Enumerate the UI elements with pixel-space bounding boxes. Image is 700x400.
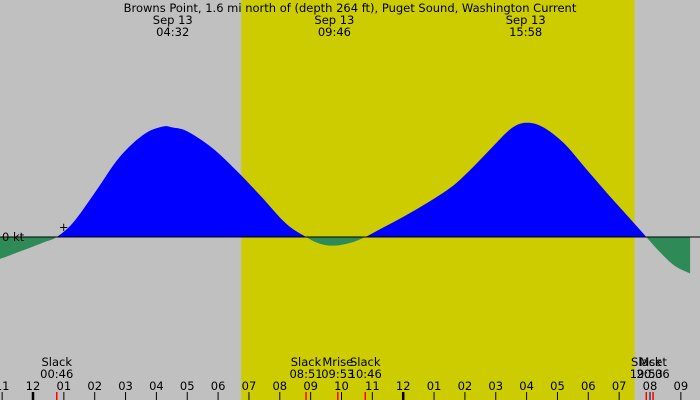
peak-time-label: 15:58 [509, 25, 542, 39]
hour-tick-label: 05 [180, 379, 195, 393]
hour-tick-label: 11 [0, 379, 9, 393]
event-time-label: 09:53 [321, 367, 354, 381]
event-time-label: 08:51 [289, 367, 322, 381]
peak-date-label: Sep 13 [506, 13, 546, 27]
event-time-label: 19:53 [630, 367, 663, 381]
hour-tick-label: 02 [87, 379, 102, 393]
hour-axis: 11 12 01 02 03 04 05 06 07 08 09 10 11 12 01 02 03 04 05 06… [0, 379, 688, 400]
peak-time-label: 04:32 [156, 25, 189, 39]
hour-tick-label: 04 [519, 379, 534, 393]
hour-tick-label: 11 [365, 379, 380, 393]
hour-tick-label: 07 [612, 379, 627, 393]
hour-tick-label: 06 [581, 379, 596, 393]
chart-title: Browns Point, 1.6 mi north of (depth 264… [124, 1, 577, 15]
event-labels: Slack00:46Slack08:51Mrise09:53Slack10:46… [40, 355, 670, 400]
hour-tick-label: 01 [427, 379, 442, 393]
hour-tick-label: 09 [303, 379, 318, 393]
hour-tick-label: 04 [149, 379, 164, 393]
event-name-label: Slack [350, 355, 381, 369]
zero-crossing-marker: + [59, 220, 69, 234]
hour-tick-label: 05 [550, 379, 565, 393]
hour-tick-label: 08 [272, 379, 287, 393]
hour-tick-label: 09 [674, 379, 689, 393]
peak-time-label: 09:46 [318, 25, 351, 39]
event-time-label: 20:06 [637, 367, 670, 381]
flood-area [0, 122, 691, 237]
hour-tick-label: 10 [334, 379, 349, 393]
event-name-label: Mset [639, 355, 667, 369]
event-name-label: Slack [41, 355, 72, 369]
hour-tick-label: 07 [242, 379, 257, 393]
event-name-label: Slack [631, 355, 662, 369]
hour-tick-label: 02 [458, 379, 473, 393]
peak-date-label: Sep 13 [314, 13, 354, 27]
event-time-label: 00:46 [40, 367, 73, 381]
hour-tick-label: 01 [57, 379, 72, 393]
event-name-label: Mrise [322, 355, 353, 369]
peak-date-label: Sep 13 [153, 13, 193, 27]
hour-tick-label: 12 [26, 379, 41, 393]
event-name-label: Slack [291, 355, 322, 369]
hour-tick-label: 03 [488, 379, 503, 393]
zero-kt-label: 0 kt [2, 230, 25, 244]
hour-tick-label: 08 [643, 379, 658, 393]
event-time-label: 10:46 [349, 367, 382, 381]
hour-tick-label: 06 [211, 379, 226, 393]
hour-tick-label: 12 [396, 379, 411, 393]
hour-tick-label: 03 [118, 379, 133, 393]
